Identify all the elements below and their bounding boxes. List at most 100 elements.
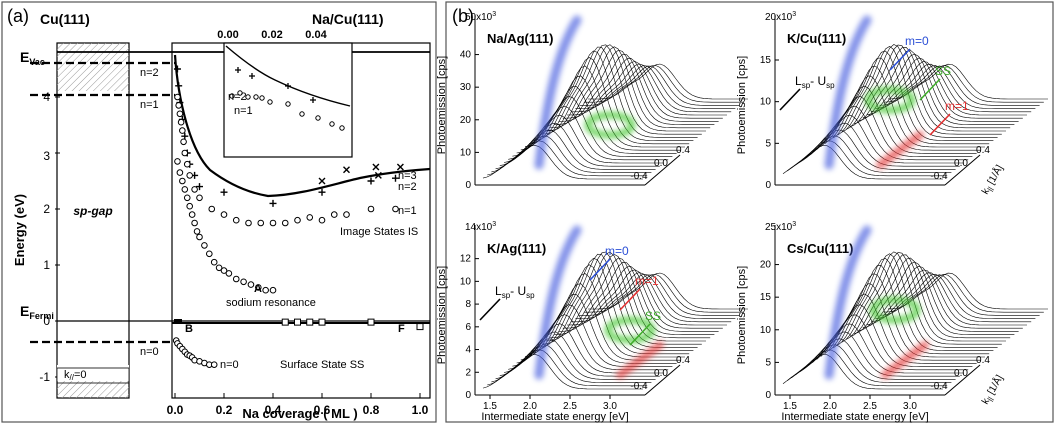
- waterfall-x-tick-label: 2.0: [523, 401, 537, 412]
- waterfall-annotation: SS: [935, 64, 951, 78]
- waterfall-k-axis: [944, 154, 981, 186]
- waterfall-curve: [491, 344, 652, 383]
- inset-x-tick-labels: 0.00 0.02 0.04: [217, 29, 327, 41]
- waterfall-k-axis: [644, 364, 681, 396]
- data-point: [201, 242, 208, 249]
- waterfall-curve: [566, 269, 727, 326]
- kpar-label: k//=0: [64, 369, 87, 382]
- data-point: [367, 318, 375, 326]
- series-n2-label: n=2: [398, 181, 417, 193]
- B-marker: [174, 319, 182, 323]
- n0-label: n=0: [140, 346, 159, 358]
- data-point: [254, 284, 262, 291]
- data-point: [245, 219, 252, 227]
- upper-band-hatch: [57, 43, 129, 91]
- data-point: [257, 219, 265, 227]
- data-point: [220, 188, 228, 196]
- data-point: [294, 318, 301, 326]
- waterfall-k-axis: [944, 364, 981, 396]
- waterfall-y-tick-label: 4: [465, 345, 471, 356]
- waterfall-y-tick-label: 10: [760, 97, 772, 108]
- waterfall-curve: [550, 253, 711, 339]
- x-tick: 0.8: [363, 403, 380, 417]
- waterfall-curve: [588, 63, 748, 100]
- waterfall-title: Na/Ag(111): [487, 31, 553, 46]
- waterfall-curve: [799, 331, 960, 377]
- data-point: [318, 188, 326, 196]
- inset-data-point: [285, 83, 291, 89]
- waterfall-curve: [529, 57, 690, 145]
- waterfall-curve: [545, 251, 706, 342]
- sp-gap-label: sp-gap: [73, 204, 112, 218]
- coverage-data-points: [172, 65, 424, 368]
- waterfall-curve: [833, 257, 994, 351]
- waterfall-k-tick-label: 0.0: [954, 158, 968, 169]
- waterfall-k-tick-label: 0.0: [654, 158, 668, 169]
- waterfall-curve: [862, 57, 1023, 119]
- waterfall-curve: [524, 273, 685, 358]
- waterfall-y-tick-label: 5: [765, 138, 771, 149]
- panel-b-frame: [445, 1, 1054, 423]
- y-tick: -1: [39, 370, 50, 384]
- inset-n1-label: n=1: [234, 105, 253, 117]
- waterfall-annotation: m=1: [945, 99, 969, 113]
- ss-band-highlight: [864, 86, 916, 114]
- inset-data-point: [315, 115, 321, 121]
- waterfall-curve: [871, 272, 1032, 323]
- waterfall-ylabel: Photoemission [cps]: [736, 56, 748, 154]
- data-point: [186, 202, 193, 210]
- data-point: [210, 258, 218, 266]
- waterfall-curve: [845, 252, 1006, 342]
- waterfall-ymax-label: 20x103: [765, 11, 796, 23]
- data-point: [191, 186, 198, 193]
- y-tick-labels: 4 3 2 1 0 -1: [39, 90, 50, 384]
- m0-band-highlight: [824, 15, 872, 170]
- waterfall-curve: [828, 265, 990, 355]
- x-tick: 0.2: [216, 403, 233, 417]
- waterfall-curve: [791, 135, 952, 173]
- waterfall-k-axis: [644, 154, 681, 186]
- waterfall-curve: [866, 61, 1027, 116]
- inset-data-points: [229, 67, 345, 131]
- surface-n0-label: n=0: [220, 359, 239, 371]
- series-n3-label: n=3: [398, 170, 417, 182]
- waterfall-annotation: m=0: [605, 244, 629, 258]
- data-point: [396, 163, 404, 171]
- inset-data-point: [310, 97, 316, 103]
- waterfall-ylabel: Photoemission [cps]: [436, 56, 448, 154]
- data-point: [210, 361, 218, 368]
- waterfall-k-axis-label: k|| [1/Å]: [978, 162, 1006, 197]
- data-point: [367, 177, 375, 185]
- data-point: [181, 132, 189, 140]
- inset-curve: [225, 45, 351, 107]
- data-point: [416, 323, 424, 331]
- data-point: [232, 216, 240, 224]
- data-point: [392, 174, 399, 182]
- data-point: [392, 205, 399, 213]
- inset-x-tick: 0.04: [305, 29, 327, 41]
- data-point: [177, 118, 185, 126]
- data-point: [206, 250, 213, 258]
- waterfall-y-tick-label: 0: [765, 180, 771, 191]
- data-point: [330, 211, 338, 218]
- waterfall-curve: [583, 274, 744, 313]
- data-point: [196, 233, 203, 241]
- data-point: [247, 281, 255, 288]
- waterfall-x-tick-label: 1.5: [783, 401, 797, 412]
- data-point: [186, 172, 193, 179]
- waterfall-curve: [854, 257, 1015, 335]
- waterfall-k-axis-label: k|| [1/Å]: [978, 372, 1006, 407]
- waterfall-curves: [782, 251, 1048, 390]
- data-point: [306, 214, 314, 221]
- data-point: [318, 318, 326, 326]
- panel-a-right-title: Na/Cu(111): [312, 11, 384, 27]
- inset-data-point: [253, 94, 259, 100]
- waterfall-ylabel: Photoemission [cps]: [436, 266, 448, 364]
- panel-b-label: (b): [452, 6, 474, 26]
- waterfall-curve: [487, 140, 648, 177]
- data-point: [262, 286, 269, 294]
- waterfall-curve: [829, 57, 990, 145]
- waterfall-curve: [566, 61, 727, 116]
